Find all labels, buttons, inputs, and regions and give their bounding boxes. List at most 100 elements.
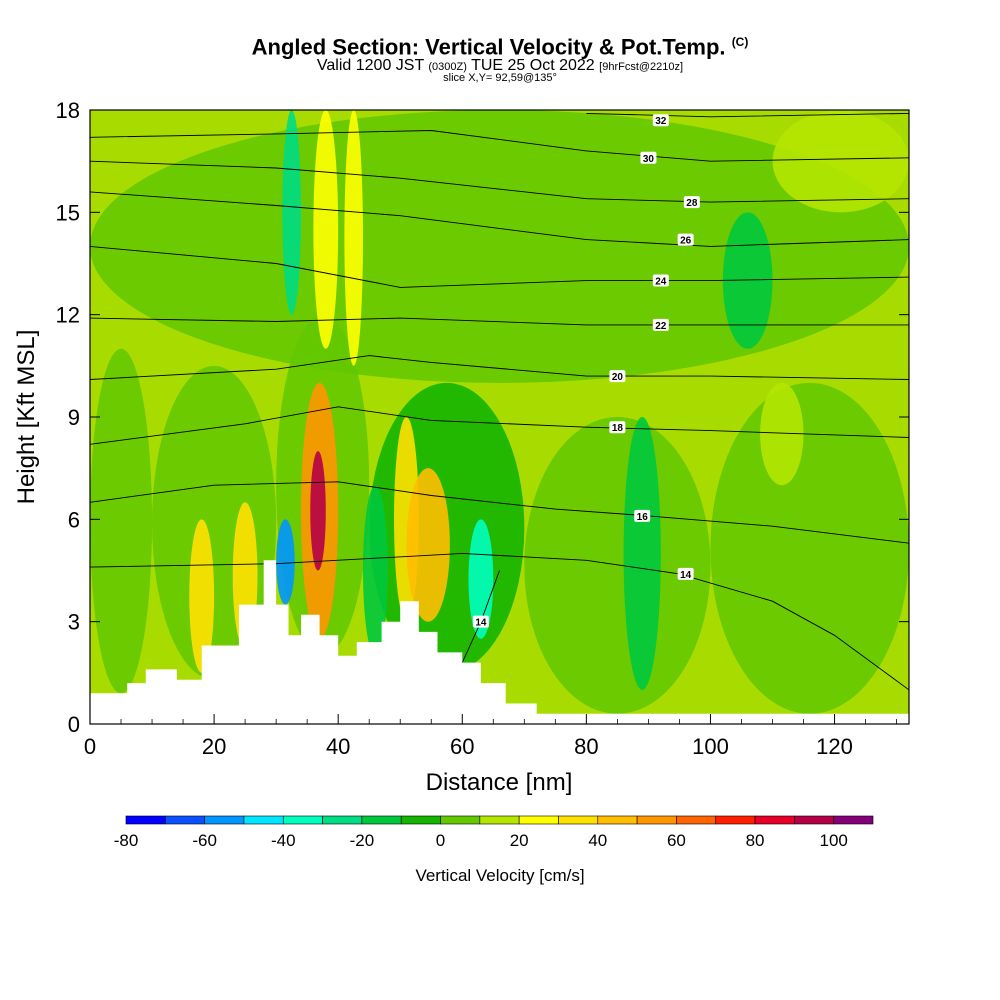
colorbar-tick-label-0: 0 <box>436 831 445 850</box>
plot-area: 14 14 16 18 20 22 24 26 28 30 32 <box>90 110 909 724</box>
colorbar-tick-label-60: 60 <box>667 831 686 850</box>
terrain-profile <box>90 560 909 724</box>
contour-label-bg-16 <box>634 509 651 522</box>
velocity-cell-17 <box>344 110 363 366</box>
contour-label-bg-30 <box>640 151 657 164</box>
colorbar-swatch-10 <box>518 815 559 825</box>
contour-line-14 <box>90 552 909 691</box>
contour-line-24 <box>90 245 909 288</box>
colorbar-tick-label-100: 100 <box>819 831 847 850</box>
colorbar-tick-label--80: -80 <box>114 831 139 850</box>
velocity-cell-4 <box>524 417 711 714</box>
contour-label-28: 28 <box>686 198 698 209</box>
colorbar: -80 -60 -40 -20 0 20 40 60 80 100 <box>114 815 874 850</box>
x-axis: 0 20 40 60 80 100 120 <box>84 714 897 759</box>
contour-label-bg-26 <box>677 233 694 246</box>
x-tick-label-20: 20 <box>202 734 226 759</box>
chart-slice: slice X,Y= 92,59@135° <box>443 72 557 85</box>
colorbar-swatch-11 <box>558 815 599 825</box>
contour-label-22: 22 <box>655 321 667 332</box>
colorbar-swatch-16 <box>754 815 795 825</box>
contour-line-22 <box>90 317 909 326</box>
contour-line-28 <box>90 160 909 203</box>
x-axis-title: Distance [nm] <box>426 769 573 796</box>
colorbar-swatch-17 <box>794 815 834 825</box>
contour-label-bg-14 <box>472 615 489 628</box>
colorbar-swatch-7 <box>400 815 441 825</box>
contour-label-32: 32 <box>655 116 667 127</box>
contour-line-20 <box>90 355 909 380</box>
contour-label-bg-24 <box>652 274 669 287</box>
colorbar-tick-label--40: -40 <box>271 831 296 850</box>
contour-line-26 <box>90 191 909 247</box>
colorbar-swatch-12 <box>597 815 638 825</box>
y-tick-label-12: 12 <box>56 303 80 328</box>
contour-label-bg-20 <box>609 370 626 383</box>
contour-label-14: 14 <box>680 570 692 581</box>
velocity-cell-5 <box>710 382 909 714</box>
colorbar-swatch-1 <box>165 815 205 825</box>
potential-temperature-contours: 14 14 16 18 20 22 24 26 28 30 32 <box>90 112 909 691</box>
colorbar-tick-label--20: -20 <box>350 831 375 850</box>
y-axis-title: Height [Kft MSL] <box>13 330 40 505</box>
chart-title-text: Angled Section: Vertical Velocity & Pot.… <box>251 34 726 60</box>
colorbar-swatch-4 <box>282 815 323 825</box>
colorbar-swatch-13 <box>636 815 677 825</box>
velocity-cell-21 <box>760 382 804 486</box>
chart-title: Angled Section: Vertical Velocity & Pot.… <box>0 36 1000 58</box>
x-tick-label-60: 60 <box>450 734 474 759</box>
subtitle-valid: Valid 1200 JST <box>316 57 424 75</box>
colorbar-tick-label--60: -60 <box>192 831 217 850</box>
colorbar-tick-label-80: 80 <box>746 831 765 850</box>
colorbar-swatch-2 <box>204 815 245 825</box>
contour-label-16: 16 <box>637 512 649 523</box>
contour-label-bg-28 <box>683 196 700 209</box>
contour-label-20: 20 <box>612 372 624 383</box>
velocity-cell-19 <box>623 417 661 690</box>
colorbar-swatch-8 <box>440 815 481 825</box>
y-tick-label-9: 9 <box>68 405 80 430</box>
colorbar-swatch-0 <box>125 815 166 825</box>
contour-label-bg-22 <box>652 318 669 331</box>
x-tick-label-80: 80 <box>574 734 598 759</box>
colorbar-swatch-6 <box>361 815 402 825</box>
contour-label-30: 30 <box>643 154 655 165</box>
subtitle-forecast: [9hrFcst@2210z] <box>599 61 684 74</box>
y-tick-label-0: 0 <box>68 712 80 737</box>
velocity-cell-11 <box>310 451 326 571</box>
colorbar-swatch-9 <box>479 815 520 825</box>
velocity-cell-12 <box>363 485 388 656</box>
contour-label-24: 24 <box>655 277 667 288</box>
colorbar-tick-label-20: 20 <box>510 831 529 850</box>
y-tick-label-15: 15 <box>56 200 80 225</box>
colorbar-swatch-14 <box>676 815 717 825</box>
velocity-cell-20 <box>722 212 773 349</box>
x-tick-label-40: 40 <box>326 734 350 759</box>
contour-label-26: 26 <box>680 236 692 247</box>
y-tick-label-3: 3 <box>68 610 80 635</box>
velocity-cell-16 <box>313 110 339 349</box>
velocity-cell-22 <box>772 110 909 213</box>
chart-title-units: (C) <box>731 35 749 49</box>
contour-label-bg-32 <box>652 114 669 127</box>
colorbar-title: Vertical Velocity [cm/s] <box>415 866 584 885</box>
x-tick-label-120: 120 <box>816 734 853 759</box>
contour-line-16 <box>90 481 909 544</box>
colorbar-swatch-15 <box>715 815 756 825</box>
y-tick-label-6: 6 <box>68 507 80 532</box>
colorbar-tick-label-40: 40 <box>588 831 607 850</box>
contour-label-bg-18 <box>609 421 626 434</box>
colorbar-swatch-5 <box>322 815 363 825</box>
subtitle-zulu: (0300Z) <box>428 61 467 74</box>
velocity-cell-7 <box>189 519 215 673</box>
chart-subtitle: Valid 1200 JST (0300Z) TUE 25 Oct 2022 [… <box>0 58 1000 74</box>
x-tick-label-0: 0 <box>84 734 96 759</box>
chart-title-block: Angled Section: Vertical Velocity & Pot.… <box>0 36 1000 84</box>
velocity-cell-14 <box>406 468 450 622</box>
velocity-cell-0 <box>90 348 153 694</box>
velocity-cell-18 <box>282 110 301 315</box>
contour-label-14: 14 <box>475 618 487 629</box>
contour-line-18 <box>90 406 909 445</box>
y-axis: 0 3 6 9 12 15 18 <box>56 98 909 737</box>
